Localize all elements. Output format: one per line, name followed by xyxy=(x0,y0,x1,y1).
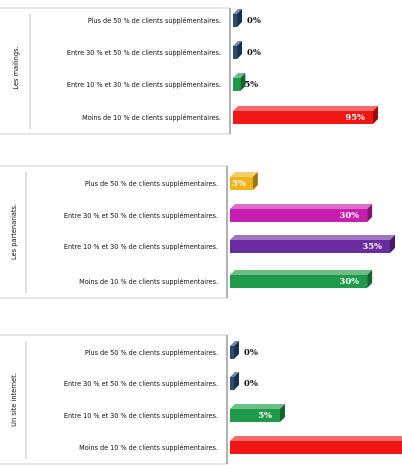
bar-front xyxy=(233,111,373,124)
value-label: 95% xyxy=(345,112,365,122)
value-label: 30% xyxy=(340,210,360,220)
value-label: 30% xyxy=(340,276,360,286)
value-label: 5% xyxy=(232,178,246,188)
group-label: Un site internet. xyxy=(9,373,18,427)
bar xyxy=(230,341,239,359)
bar-front xyxy=(233,78,241,91)
bar xyxy=(230,204,373,222)
bar-front xyxy=(230,275,368,288)
bar-front xyxy=(230,177,253,190)
bar xyxy=(230,372,239,390)
bar-top xyxy=(230,341,239,346)
bar xyxy=(230,235,395,253)
bar-front xyxy=(230,409,280,422)
category-label: Plus de 50 % de clients supplémentaires. xyxy=(88,16,221,25)
category-label: Entre 30 % et 50 % de clients supplément… xyxy=(64,211,218,220)
bar-top xyxy=(233,41,242,46)
group-label: Les partenariats. xyxy=(9,204,18,260)
bar-front xyxy=(230,209,368,222)
bar-top xyxy=(230,204,373,209)
bar-top xyxy=(233,73,246,78)
bar-front xyxy=(230,441,402,454)
category-label: Entre 10 % et 30 % de clients supplément… xyxy=(67,80,221,89)
panel-2: Les partenariats. Plus de 50 % de clients… xyxy=(0,165,395,299)
bar xyxy=(230,436,402,454)
bar-side xyxy=(367,270,373,288)
category-label: Entre 30 % et 50 % de clients supplément… xyxy=(67,48,221,57)
category-label: Entre 10 % et 30 % de clients supplément… xyxy=(64,411,218,420)
bar xyxy=(233,106,378,124)
bar-side xyxy=(240,73,246,91)
bar-side xyxy=(234,372,239,390)
category-label: Plus de 50 % de clients supplémentaires. xyxy=(85,179,218,188)
bar-front xyxy=(230,240,390,253)
value-label: 35% xyxy=(362,241,382,251)
value-label: 5% xyxy=(258,410,272,420)
bar-top xyxy=(230,404,285,409)
category-label: Moins de 10 % de clients supplémentaires… xyxy=(79,277,218,286)
bar xyxy=(230,270,373,288)
bar-top xyxy=(233,9,242,14)
bar-top xyxy=(230,436,402,441)
bar-side xyxy=(252,172,258,190)
category-label: Plus de 50 % de clients supplémentaires. xyxy=(85,348,218,357)
category-label: Moins de 10 % de clients supplémentaires… xyxy=(82,113,221,122)
bar-front xyxy=(233,14,237,27)
category-label: Entre 10 % et 30 % de clients supplément… xyxy=(64,242,218,251)
value-label: 0% xyxy=(247,47,261,57)
bar-side xyxy=(280,404,285,422)
bar-side xyxy=(373,106,378,124)
bar-top xyxy=(230,372,239,377)
panel-1: Les mailings. Plus de 50 % de clients sup… xyxy=(0,7,378,135)
bar-front xyxy=(230,346,234,359)
bar xyxy=(233,9,242,27)
value-label: 0% xyxy=(244,347,258,357)
bar-top xyxy=(233,106,378,111)
category-label: Moins de 10 % de clients supplémentaires… xyxy=(79,443,218,452)
bar-top xyxy=(230,172,258,177)
bar-side xyxy=(367,204,373,222)
bar xyxy=(233,41,242,59)
bar-top xyxy=(230,235,395,240)
category-label: Entre 30 % et 50 % de clients supplément… xyxy=(64,379,218,388)
bar xyxy=(233,73,246,91)
bar-front xyxy=(233,46,237,59)
panel-3: Un site internet. Plus de 50 % de clients… xyxy=(0,334,402,465)
value-label: 0% xyxy=(244,378,258,388)
group-label: Les mailings. xyxy=(11,46,20,89)
bar-side xyxy=(237,9,242,27)
value-label: 5% xyxy=(244,79,258,89)
bar xyxy=(230,404,285,422)
bar-top xyxy=(230,270,373,275)
value-label: 0% xyxy=(247,15,261,25)
bar-side xyxy=(390,235,395,253)
bar xyxy=(230,172,258,190)
bar-front xyxy=(230,377,234,390)
bar-side xyxy=(234,341,239,359)
bar-side xyxy=(237,41,242,59)
